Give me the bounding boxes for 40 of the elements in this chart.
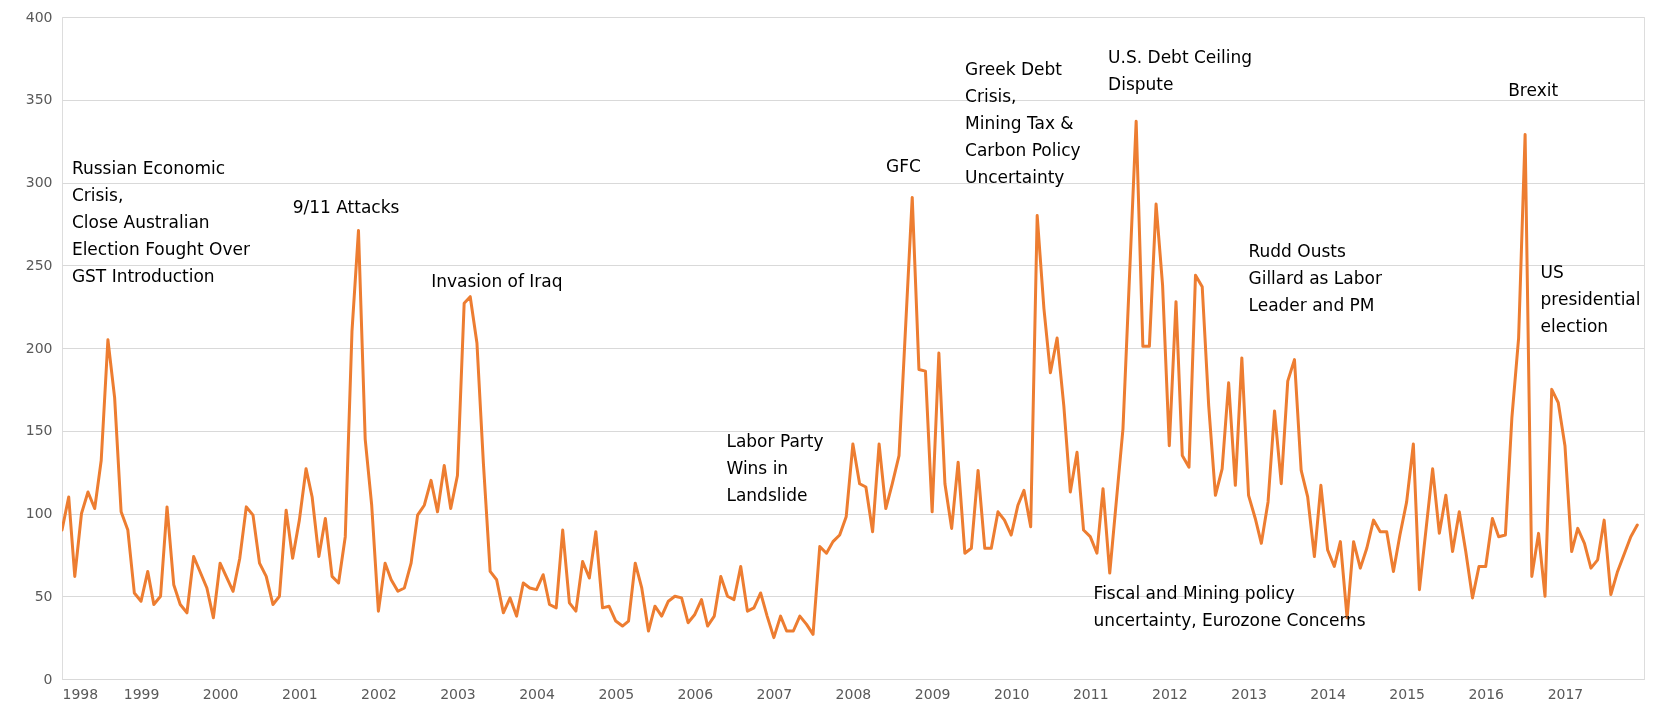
x-tick-label: 2016: [1468, 685, 1505, 702]
x-tick-label: 2006: [677, 685, 714, 702]
annotation: Brexit: [1508, 80, 1559, 101]
x-tick-label: 2013: [1231, 685, 1267, 702]
x-tick-label: 2014: [1310, 685, 1346, 702]
annotation: Greek Debt Crisis, Mining Tax & Carbon Policy Uncertainty: [965, 59, 1081, 188]
annotation: Fiscal and Mining policy uncertainty, Eurozone Concerns: [1093, 583, 1366, 631]
x-tick-label: 2015: [1389, 685, 1425, 702]
annotation: Labor Party Wins in Landslide: [726, 431, 824, 506]
y-tick-label: 100: [25, 505, 53, 521]
y-tick-label: 200: [25, 339, 53, 356]
x-tick-label: 2009: [914, 685, 951, 702]
annotation: Invasion of Iraq: [431, 270, 563, 291]
x-tick-label: 2005: [598, 685, 635, 702]
y-tick-label: 400: [25, 8, 53, 25]
x-tick-label: 2004: [519, 685, 555, 702]
annotation: U.S. Debt Ceiling Dispute: [1108, 47, 1253, 95]
x-tick-label: 1999: [123, 685, 160, 702]
x-tick-label: 2002: [361, 685, 397, 702]
x-tick-label: 2011: [1072, 685, 1109, 702]
annotation: Rudd Ousts Gillard as Labor Leader and PM: [1248, 241, 1382, 316]
x-tick-label: 2003: [440, 685, 476, 702]
annotation: 9/11 Attacks: [292, 197, 400, 218]
x-tick-label: 2001: [282, 685, 318, 702]
y-tick-label: 50: [34, 587, 53, 604]
annotation: US presidential election: [1540, 262, 1641, 337]
annotation: Russian Economic Crisis, Close Australian Election Fought Over GST Introduction: [71, 157, 251, 286]
y-tick-label: 150: [25, 422, 53, 439]
x-tick-label: 1998: [62, 685, 99, 702]
x-tick-label: 2008: [835, 685, 872, 702]
y-tick-label: 350: [25, 91, 53, 108]
x-tick-label: 2000: [202, 685, 239, 702]
y-tick-label: 0: [43, 670, 53, 687]
x-tick-label: 2010: [993, 685, 1030, 702]
x-tick-label: 2017: [1547, 685, 1584, 702]
y-tick-label: 300: [25, 174, 53, 190]
x-tick-label: 2012: [1151, 685, 1188, 702]
x-tick-label: 2007: [756, 685, 793, 702]
y-tick-label: 250: [25, 256, 53, 273]
annotation: GFC: [885, 156, 921, 177]
